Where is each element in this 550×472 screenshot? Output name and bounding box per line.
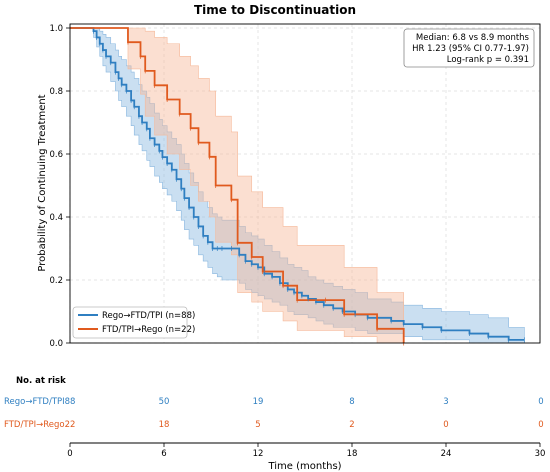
risk-table-title: No. at risk [16,376,66,386]
ci-band-rego-ftd [70,27,525,344]
x-tick-label-12: 12 [253,449,264,459]
risk-value-ftd-rego-6: 18 [159,420,170,430]
legend: Rego→FTD/TPI (n=88) FTD/TPI→Rego (n=22) [72,306,195,339]
risk-value-rego-ftd-24: 3 [443,397,448,407]
x-axis-ticks: 0 6 12 18 24 30 [67,443,545,459]
risk-value-rego-ftd-12: 19 [253,397,264,407]
annotation-pvalue: Log-rank p = 0.391 [447,55,529,65]
annotation-hr: HR 1.23 (95% CI 0.77-1.97) [412,44,529,54]
risk-value-ftd-rego-24: 0 [443,420,448,430]
risk-row-label-rego-ftd: Rego→FTD/TPI88 [4,397,75,407]
risk-row-label-ftd-rego: FTD/TPI→Rego22 [4,420,75,430]
stats-annotation: Median: 6.8 vs 8.9 months HR 1.23 (95% C… [403,28,535,68]
plot-frame [69,23,541,344]
risk-value-ftd-rego-12: 5 [255,420,260,430]
x-tick-label-6: 6 [161,449,166,459]
risk-value-rego-ftd-30: 0 [538,397,543,407]
km-line-ftd-rego [70,27,405,343]
y-tick-label-0.4: 0.4 [49,213,63,223]
censor-marks [93,28,525,346]
x-tick-label-18: 18 [347,449,358,459]
legend-label-ftd-rego: FTD/TPI→Rego (n=22) [102,325,195,335]
risk-value-rego-ftd-18: 8 [349,397,354,407]
y-tick-label-0.6: 0.6 [49,150,63,160]
x-axis-label: Time (months) [267,461,341,472]
x-tick-label-0: 0 [67,449,72,459]
risk-table-values: 50 19 8 3 0 18 5 2 0 0 [159,397,544,430]
risk-value-rego-ftd-6: 50 [159,397,170,407]
y-tick-label-0: 0.0 [49,339,63,349]
risk-value-ftd-rego-30: 0 [538,420,543,430]
survival-lines [70,27,525,343]
y-tick-label-0.2: 0.2 [49,276,63,286]
x-tick-label-30: 30 [535,449,546,459]
annotation-median: Median: 6.8 vs 8.9 months [416,33,530,43]
y-tick-label-1: 1.0 [49,24,63,34]
y-tick-label-0.8: 0.8 [49,87,63,97]
y-axis-ticks: 0.0 0.2 0.4 0.6 0.8 1.0 [49,24,70,349]
legend-label-rego-ftd: Rego→FTD/TPI (n=88) [102,311,195,321]
y-axis-label: Probability of Continuing Treatment [37,94,48,271]
x-tick-label-24: 24 [441,449,452,459]
risk-value-ftd-rego-18: 2 [349,420,354,430]
chart-title: Time to Discontinuation [194,3,356,17]
